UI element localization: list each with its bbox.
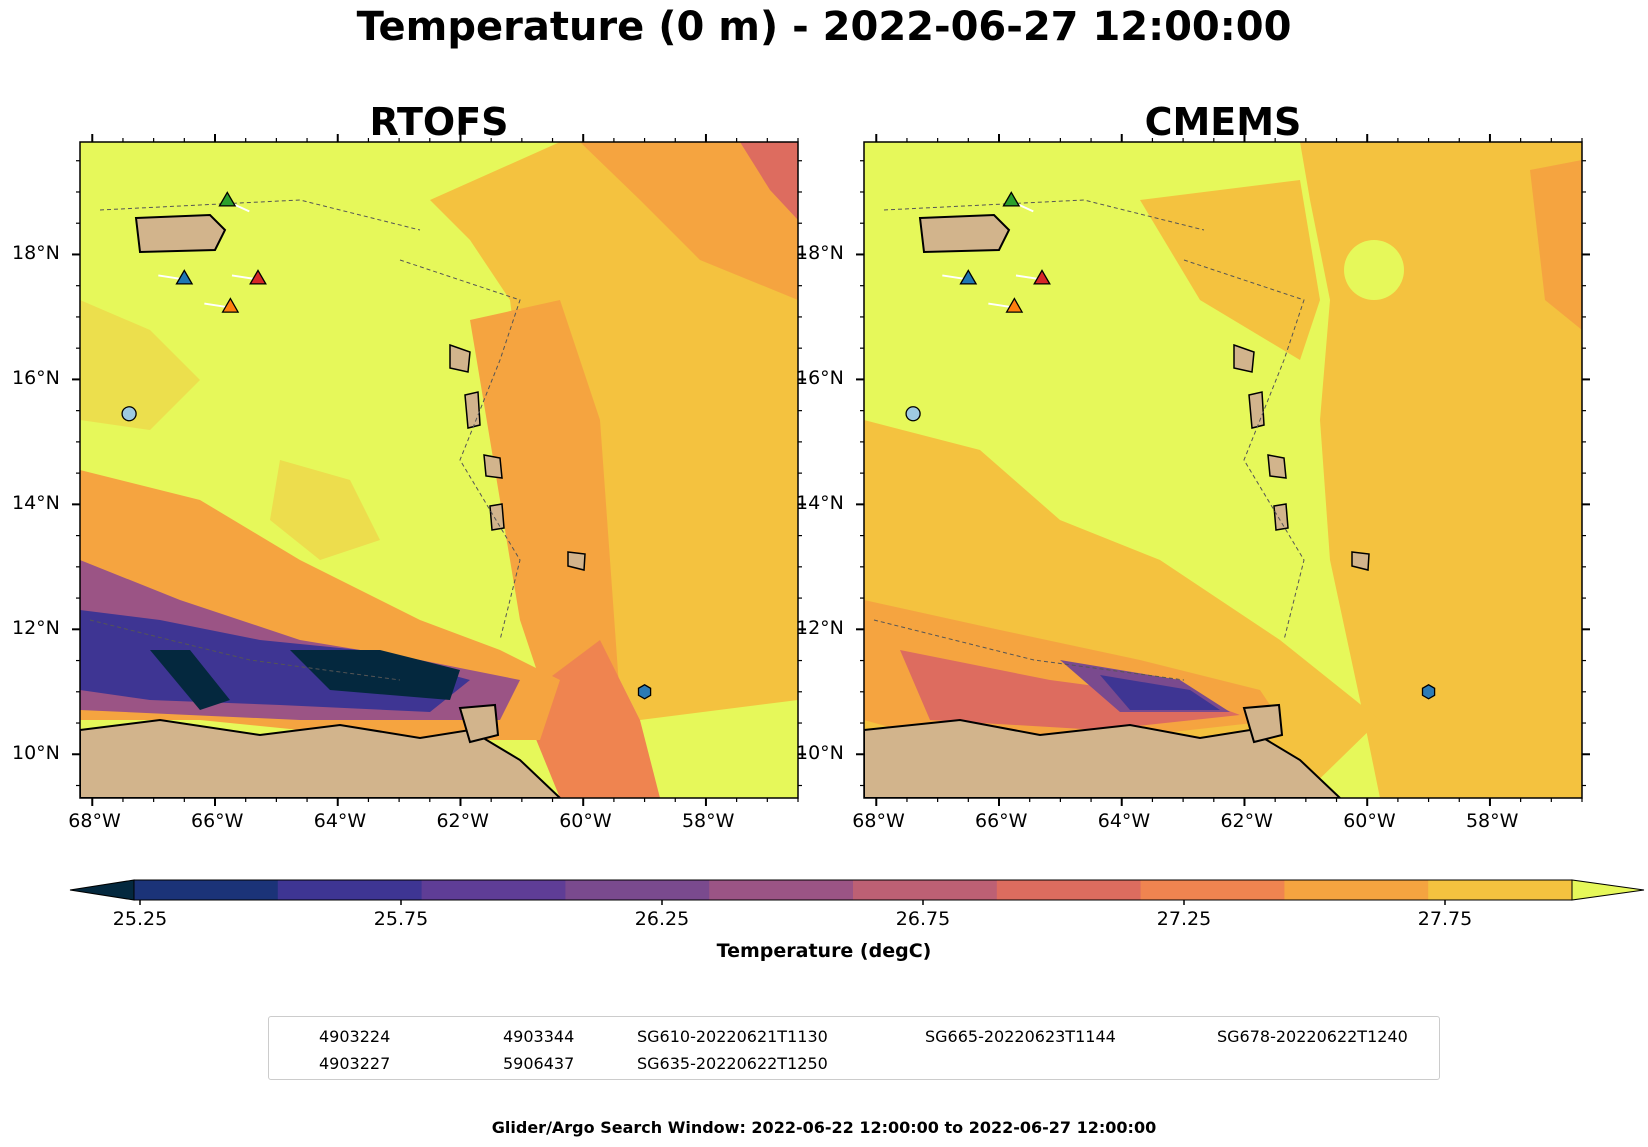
legend-label: 4903344 — [503, 1027, 575, 1046]
colorbar-bin — [277, 880, 423, 900]
x-tick-label: 62°W — [436, 810, 489, 832]
colorbar-tick-label: 25.75 — [373, 908, 429, 930]
y-tick-label: 12°N — [796, 617, 844, 640]
legend-label: 4903227 — [319, 1054, 391, 1073]
marker-SG610-20220621T1130 — [175, 269, 194, 285]
colorbar-tick-label: 26.75 — [895, 908, 951, 930]
marker-SG635-20220622T1250 — [221, 297, 240, 313]
observation-markers — [121, 191, 1436, 700]
colorbar-bin — [1428, 880, 1573, 900]
rtofs-frame — [79, 141, 799, 799]
y-tick-label: 10°N — [12, 742, 60, 765]
y-tick-label: 16°N — [12, 367, 60, 390]
colorbar-tick-label: 27.75 — [1417, 908, 1473, 930]
marker-5906437 — [121, 406, 137, 422]
panel-title-rtofs: RTOFS — [369, 100, 509, 144]
axis-ticks — [72, 134, 1590, 806]
x-tick-label: 64°W — [1097, 810, 1151, 832]
y-tick-label: 14°N — [12, 492, 60, 515]
marker-4903227 — [637, 684, 652, 700]
colorbar-bin — [709, 880, 854, 900]
x-tick-label: 64°W — [313, 810, 367, 832]
colorbar-bin — [996, 880, 1142, 900]
marker-SG665-20220623T1144 — [1002, 191, 1021, 207]
legend-label: 4903224 — [319, 1027, 391, 1046]
marker-5906437 — [905, 406, 921, 422]
marker-4903227 — [1421, 684, 1436, 700]
colorbar-bin — [1284, 880, 1429, 900]
y-tick-label: 16°N — [796, 367, 844, 390]
colorbar — [69, 879, 1645, 905]
x-tick-label: 58°W — [1465, 810, 1519, 832]
y-tick-label: 14°N — [796, 492, 844, 515]
x-tick-label: 66°W — [191, 810, 244, 832]
marker-SG678-20220622T1240 — [249, 269, 267, 285]
x-tick-label: 60°W — [559, 810, 612, 832]
colorbar-bin — [1140, 880, 1285, 900]
colorbar-extend-high — [1571, 879, 1645, 901]
legend-label: SG610-20220621T1130 — [637, 1027, 828, 1046]
x-tick-label: 68°W — [68, 810, 121, 832]
figure-title: Temperature (0 m) - 2022-06-27 12:00:00 — [356, 4, 1292, 50]
legend-label: 5906437 — [503, 1054, 575, 1073]
x-tick-label: 58°W — [681, 810, 735, 832]
colorbar-bin — [134, 880, 279, 900]
search-window-footer: Glider/Argo Search Window: 2022-06-22 12… — [491, 1118, 1157, 1137]
colorbar-tick-label: 26.25 — [634, 908, 690, 930]
y-tick-label: 10°N — [796, 742, 844, 765]
y-tick-label: 18°N — [796, 242, 844, 265]
y-tick-label: 18°N — [12, 242, 60, 265]
legend-label: SG678-20220622T1240 — [1217, 1027, 1408, 1046]
marker-SG665-20220623T1144 — [218, 191, 237, 207]
marker-SG635-20220622T1250 — [1005, 297, 1024, 313]
legend: 4903224 4903227 4903344 5906437 SG610-202206… — [268, 1016, 1440, 1080]
colorbar-tick-label: 27.25 — [1156, 908, 1212, 930]
colorbar-extend-low — [69, 879, 135, 901]
x-tick-label: 62°W — [1220, 810, 1273, 832]
rtofs-map — [80, 142, 798, 798]
colorbar-bin — [421, 880, 566, 900]
colorbar-tick-label: 25.25 — [112, 908, 168, 930]
cmems-frame — [863, 141, 1583, 799]
x-tick-label: 66°W — [975, 810, 1028, 832]
colorbar-label: Temperature (degC) — [716, 940, 932, 962]
marker-SG678-20220622T1240 — [1033, 269, 1051, 285]
marker-SG610-20220621T1130 — [959, 269, 978, 285]
cmems-map — [864, 142, 1582, 798]
colorbar-bin — [853, 880, 998, 900]
legend-label: SG635-20220622T1250 — [637, 1054, 828, 1073]
panel-title-cmems: CMEMS — [1144, 100, 1302, 144]
colorbar-frame — [133, 879, 1573, 901]
x-tick-label: 60°W — [1343, 810, 1396, 832]
x-tick-label: 68°W — [852, 810, 905, 832]
colorbar-bin — [565, 880, 710, 900]
y-tick-label: 12°N — [12, 617, 60, 640]
legend-label: SG665-20220623T1144 — [925, 1027, 1116, 1046]
